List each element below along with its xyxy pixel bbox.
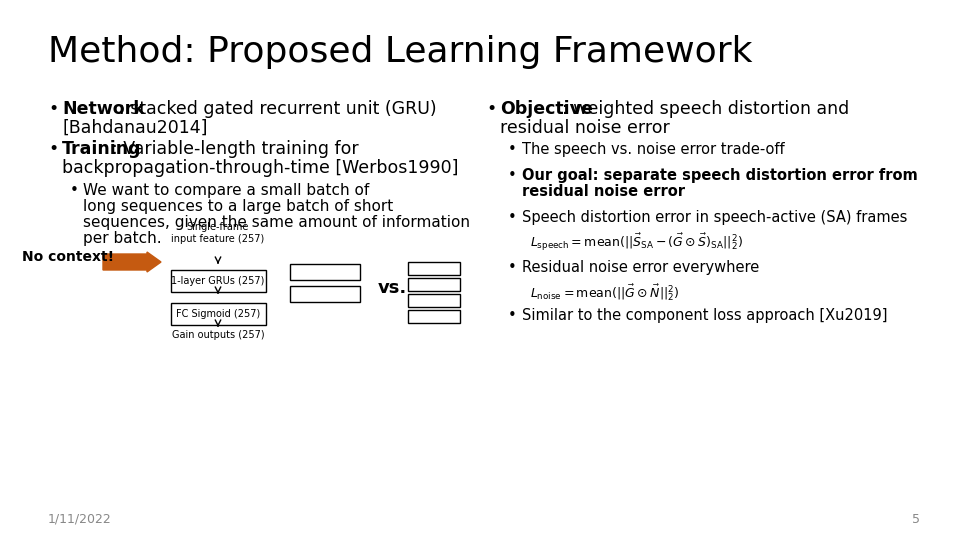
Text: •: • bbox=[508, 210, 516, 225]
Text: We want to compare a small batch of: We want to compare a small batch of bbox=[83, 183, 370, 198]
FancyBboxPatch shape bbox=[290, 264, 360, 280]
Text: 5: 5 bbox=[912, 513, 920, 526]
Text: Network: Network bbox=[62, 100, 145, 118]
Text: FC Sigmoid (257): FC Sigmoid (257) bbox=[176, 309, 260, 319]
Text: The speech vs. noise error trade-off: The speech vs. noise error trade-off bbox=[522, 142, 784, 157]
Text: •: • bbox=[70, 183, 79, 198]
Text: •: • bbox=[486, 100, 496, 118]
Text: •: • bbox=[508, 260, 516, 275]
Text: Objective: Objective bbox=[500, 100, 593, 118]
Text: No context!: No context! bbox=[22, 250, 114, 264]
Text: residual noise error: residual noise error bbox=[500, 119, 670, 137]
Text: Method: Proposed Learning Framework: Method: Proposed Learning Framework bbox=[48, 35, 753, 69]
Text: : weighted speech distortion and: : weighted speech distortion and bbox=[562, 100, 850, 118]
FancyBboxPatch shape bbox=[408, 310, 460, 323]
FancyBboxPatch shape bbox=[171, 270, 266, 292]
Text: Training: Training bbox=[62, 140, 141, 158]
Text: : stacked gated recurrent unit (GRU): : stacked gated recurrent unit (GRU) bbox=[119, 100, 437, 118]
Text: •: • bbox=[508, 168, 516, 183]
Text: Residual noise error everywhere: Residual noise error everywhere bbox=[522, 260, 759, 275]
Text: $L_{\mathrm{noise}} = \mathrm{mean}(||\vec{G} \odot \vec{N}||_2^2)$: $L_{\mathrm{noise}} = \mathrm{mean}(||\v… bbox=[530, 282, 680, 303]
Text: Speech distortion error in speech-active (SA) frames: Speech distortion error in speech-active… bbox=[522, 210, 907, 225]
Text: •: • bbox=[508, 142, 516, 157]
FancyBboxPatch shape bbox=[171, 303, 266, 325]
Text: 1-layer GRUs (257): 1-layer GRUs (257) bbox=[171, 276, 265, 286]
Text: long sequences to a large batch of short: long sequences to a large batch of short bbox=[83, 199, 394, 214]
Text: $L_{\mathrm{speech}} = \mathrm{mean}(||\vec{S}_{\mathrm{SA}} - (\vec{G} \odot \v: $L_{\mathrm{speech}} = \mathrm{mean}(||\… bbox=[530, 232, 743, 253]
Text: •: • bbox=[508, 308, 516, 323]
Text: backpropagation-through-time [Werbos1990]: backpropagation-through-time [Werbos1990… bbox=[62, 159, 459, 177]
FancyBboxPatch shape bbox=[290, 286, 360, 302]
FancyBboxPatch shape bbox=[408, 262, 460, 275]
Text: Single-frame
input feature (257): Single-frame input feature (257) bbox=[172, 221, 265, 244]
FancyArrow shape bbox=[103, 252, 161, 272]
Text: Our goal: separate speech distortion error from: Our goal: separate speech distortion err… bbox=[522, 168, 918, 183]
Text: Similar to the component loss approach [Xu2019]: Similar to the component loss approach [… bbox=[522, 308, 887, 323]
Text: •: • bbox=[48, 140, 59, 158]
FancyBboxPatch shape bbox=[408, 294, 460, 307]
Text: per batch.: per batch. bbox=[83, 231, 161, 246]
Text: Gain outputs (257): Gain outputs (257) bbox=[172, 330, 264, 340]
Text: : Variable-length training for: : Variable-length training for bbox=[112, 140, 359, 158]
Text: residual noise error: residual noise error bbox=[522, 184, 685, 199]
Text: [Bahdanau2014]: [Bahdanau2014] bbox=[62, 119, 207, 137]
Text: vs.: vs. bbox=[378, 279, 407, 297]
FancyBboxPatch shape bbox=[408, 278, 460, 291]
Text: 1/11/2022: 1/11/2022 bbox=[48, 513, 111, 526]
Text: •: • bbox=[48, 100, 59, 118]
Text: sequences, given the same amount of information: sequences, given the same amount of info… bbox=[83, 215, 470, 230]
